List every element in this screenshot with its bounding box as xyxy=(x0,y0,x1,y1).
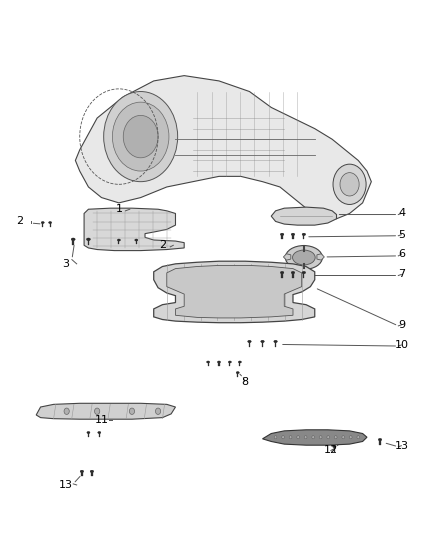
Circle shape xyxy=(335,435,337,439)
Ellipse shape xyxy=(280,271,284,274)
Ellipse shape xyxy=(286,246,322,269)
Bar xyxy=(303,272,304,278)
Ellipse shape xyxy=(332,445,336,448)
Ellipse shape xyxy=(49,222,52,223)
Circle shape xyxy=(290,435,292,439)
Ellipse shape xyxy=(291,271,295,274)
Ellipse shape xyxy=(291,233,295,236)
Text: 12: 12 xyxy=(324,446,338,456)
Circle shape xyxy=(350,435,352,439)
Text: 7: 7 xyxy=(398,270,405,279)
Ellipse shape xyxy=(228,361,231,363)
Ellipse shape xyxy=(86,238,90,240)
Circle shape xyxy=(274,435,277,439)
Bar xyxy=(81,471,82,477)
Ellipse shape xyxy=(248,340,251,343)
Bar xyxy=(99,432,100,437)
Circle shape xyxy=(333,164,366,205)
Text: 8: 8 xyxy=(241,376,249,386)
Text: 2: 2 xyxy=(159,240,166,251)
Ellipse shape xyxy=(238,361,241,363)
Polygon shape xyxy=(36,403,176,419)
Bar xyxy=(262,342,263,346)
Bar xyxy=(136,240,137,245)
Ellipse shape xyxy=(71,238,75,240)
Circle shape xyxy=(327,435,329,439)
Polygon shape xyxy=(317,254,324,260)
Text: 9: 9 xyxy=(398,320,405,330)
Circle shape xyxy=(113,102,169,171)
Ellipse shape xyxy=(236,372,239,374)
Ellipse shape xyxy=(274,340,277,343)
Polygon shape xyxy=(167,265,302,318)
Bar xyxy=(249,342,250,346)
Ellipse shape xyxy=(98,432,101,433)
Polygon shape xyxy=(283,254,291,260)
Ellipse shape xyxy=(87,432,90,433)
Circle shape xyxy=(123,115,158,158)
Text: 2: 2 xyxy=(16,216,23,227)
Ellipse shape xyxy=(41,222,44,223)
Ellipse shape xyxy=(90,470,94,473)
Bar xyxy=(118,240,120,245)
Circle shape xyxy=(104,92,178,182)
Bar xyxy=(292,235,293,239)
Polygon shape xyxy=(75,76,371,219)
Ellipse shape xyxy=(117,239,120,241)
Ellipse shape xyxy=(302,233,306,236)
Bar xyxy=(334,447,335,451)
Circle shape xyxy=(64,408,69,415)
Ellipse shape xyxy=(293,250,315,265)
Circle shape xyxy=(342,435,345,439)
Text: 6: 6 xyxy=(398,249,405,260)
Text: 11: 11 xyxy=(95,415,109,425)
Circle shape xyxy=(304,435,307,439)
Circle shape xyxy=(340,173,359,196)
Text: 5: 5 xyxy=(398,230,405,240)
Bar xyxy=(49,223,51,227)
Circle shape xyxy=(282,435,284,439)
Bar xyxy=(73,239,74,245)
Bar xyxy=(275,342,276,346)
Circle shape xyxy=(319,435,322,439)
Circle shape xyxy=(312,435,314,439)
Ellipse shape xyxy=(378,439,382,441)
Text: 13: 13 xyxy=(395,441,409,451)
Ellipse shape xyxy=(302,271,306,274)
Circle shape xyxy=(297,435,300,439)
Ellipse shape xyxy=(207,361,210,363)
Ellipse shape xyxy=(218,361,220,363)
Ellipse shape xyxy=(80,470,84,473)
Bar xyxy=(91,471,92,477)
Bar xyxy=(88,239,89,245)
Circle shape xyxy=(95,408,100,415)
Bar xyxy=(282,235,283,239)
Text: 10: 10 xyxy=(395,340,409,350)
Ellipse shape xyxy=(280,233,284,236)
Bar xyxy=(303,235,304,239)
Polygon shape xyxy=(262,430,367,445)
Text: 4: 4 xyxy=(398,208,405,219)
Bar xyxy=(237,373,238,377)
Bar xyxy=(239,362,240,367)
Bar xyxy=(88,432,89,437)
Bar xyxy=(282,272,283,278)
Ellipse shape xyxy=(135,239,138,241)
Bar xyxy=(42,223,43,227)
Bar xyxy=(292,272,293,278)
Text: 1: 1 xyxy=(115,204,122,214)
Bar xyxy=(379,440,381,445)
Circle shape xyxy=(357,435,360,439)
Circle shape xyxy=(129,408,134,415)
Circle shape xyxy=(155,408,161,415)
Polygon shape xyxy=(84,208,184,251)
Ellipse shape xyxy=(261,340,264,343)
Polygon shape xyxy=(271,207,336,225)
Polygon shape xyxy=(154,261,315,322)
Text: 13: 13 xyxy=(59,480,73,490)
Text: 3: 3 xyxy=(62,259,69,269)
